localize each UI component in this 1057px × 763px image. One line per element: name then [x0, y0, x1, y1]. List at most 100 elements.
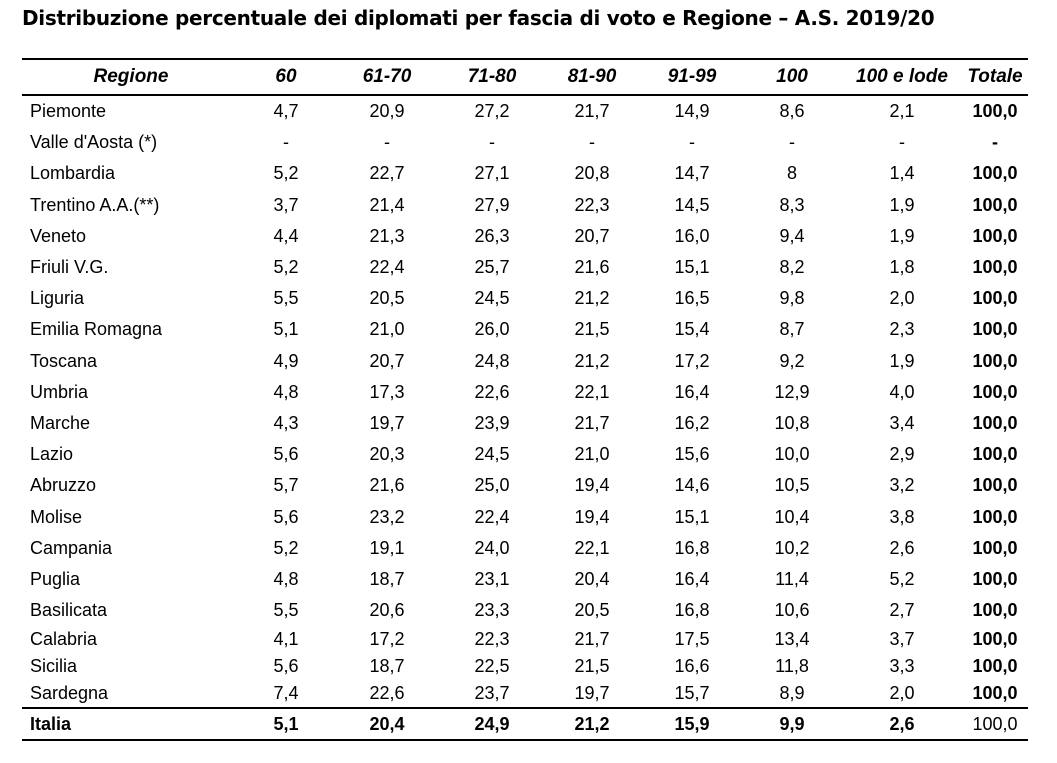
value-cell: 19,7: [574, 683, 610, 704]
value-cell: 20,8: [574, 163, 610, 184]
value-cell: 4,1: [273, 629, 299, 650]
col-header-100: 100: [776, 66, 808, 87]
total-cell: 20,4: [369, 713, 405, 734]
table-row: Lombardia 5,2 22,7 27,1 20,8 14,7 8 1,4 100,0: [22, 158, 1028, 189]
total-cell: 15,9: [674, 713, 710, 734]
totale-cell: 100,0: [972, 568, 1018, 589]
value-cell: -: [899, 132, 905, 153]
region-cell: Liguria: [30, 288, 85, 309]
value-cell: -: [384, 132, 390, 153]
value-cell: 22,3: [474, 629, 510, 650]
value-cell: 3,2: [889, 475, 915, 496]
value-cell: 15,7: [674, 683, 710, 704]
data-table: Regione 60 61-70 71-80 81-90 91-99 100 1…: [22, 58, 1028, 741]
table-row: Trentino A.A.(**) 3,7 21,4 27,9 22,3 14,5 8,3 1…: [22, 190, 1028, 221]
table-row: Piemonte 4,7 20,9 27,2 21,7 14,9 8,6 2,1 100,0: [22, 95, 1028, 127]
region-cell: Lazio: [30, 444, 74, 465]
value-cell: 3,8: [889, 506, 915, 527]
table-row: Molise 5,6 23,2 22,4 19,4 15,1 10,4 3,8 100,0: [22, 501, 1028, 532]
col-header-totale: Totale: [967, 66, 1023, 87]
value-cell: 18,7: [369, 656, 405, 677]
value-cell: 16,8: [674, 600, 710, 621]
value-cell: 20,7: [369, 350, 405, 371]
value-cell: 2,0: [889, 288, 915, 309]
value-cell: 20,9: [369, 101, 405, 122]
table-row: Liguria 5,5 20,5 24,5 21,2 16,5 9,8 2,0 100,0: [22, 283, 1028, 314]
region-cell: Abruzzo: [30, 475, 97, 496]
value-cell: 4,3: [273, 412, 299, 433]
value-cell: 20,7: [574, 225, 610, 246]
value-cell: 21,6: [369, 475, 405, 496]
value-cell: 20,4: [574, 568, 610, 589]
value-cell: 19,1: [369, 537, 405, 558]
region-cell: Toscana: [30, 350, 98, 371]
region-cell: Puglia: [30, 568, 81, 589]
col-header-60: 60: [275, 66, 297, 87]
table-row: Emilia Romagna 5,1 21,0 26,0 21,5 15,4 8,7 2,3 1…: [22, 314, 1028, 345]
value-cell: 21,0: [369, 319, 405, 340]
region-cell: Umbria: [30, 381, 89, 402]
value-cell: 17,5: [674, 629, 710, 650]
value-cell: 10,6: [774, 600, 810, 621]
value-cell: 1,9: [889, 350, 915, 371]
value-cell: 23,2: [369, 506, 405, 527]
value-cell: 14,9: [674, 101, 710, 122]
totale-cell: 100,0: [972, 381, 1018, 402]
value-cell: 16,4: [674, 568, 710, 589]
value-cell: 21,3: [369, 225, 405, 246]
table-row: Umbria 4,8 17,3 22,6 22,1 16,4 12,9 4,0 100,0: [22, 377, 1028, 408]
total-cell: 21,2: [574, 713, 610, 734]
total-cell: 9,9: [779, 713, 805, 734]
value-cell: -: [489, 132, 495, 153]
value-cell: -: [689, 132, 695, 153]
value-cell: 4,0: [889, 381, 915, 402]
value-cell: 5,2: [273, 537, 299, 558]
value-cell: 8: [786, 163, 797, 184]
value-cell: 17,2: [674, 350, 710, 371]
value-cell: 10,2: [774, 537, 810, 558]
value-cell: 22,5: [474, 656, 510, 677]
value-cell: 14,5: [674, 194, 710, 215]
table-row: Veneto 4,4 21,3 26,3 20,7 16,0 9,4 1,9 100,0: [22, 221, 1028, 252]
value-cell: 19,4: [574, 475, 610, 496]
region-cell: Sicilia: [30, 656, 78, 677]
value-cell: 5,6: [273, 444, 299, 465]
totale-cell: 100,0: [972, 506, 1018, 527]
value-cell: 13,4: [774, 629, 810, 650]
value-cell: 16,5: [674, 288, 710, 309]
value-cell: 3,7: [889, 629, 915, 650]
totale-cell: 100,0: [972, 656, 1018, 677]
value-cell: 15,1: [674, 506, 710, 527]
value-cell: 21,0: [574, 444, 610, 465]
value-cell: 5,2: [889, 568, 915, 589]
table-row: Calabria 4,1 17,2 22,3 21,7 17,5 13,4 3,7 100,0: [22, 626, 1028, 653]
col-header-100-e-lode: 100 e lode: [856, 66, 948, 87]
totale-cell: 100,0: [972, 537, 1018, 558]
totale-cell: 100,0: [972, 101, 1018, 122]
table-row: Sicilia 5,6 18,7 22,5 21,5 16,6 11,8 3,3 100,0: [22, 653, 1028, 680]
value-cell: 22,3: [574, 194, 610, 215]
totale-cell: 100,0: [972, 350, 1018, 371]
value-cell: 23,3: [474, 600, 510, 621]
col-header-regione: Regione: [93, 66, 169, 87]
value-cell: 25,0: [474, 475, 510, 496]
value-cell: 15,4: [674, 319, 710, 340]
value-cell: 9,2: [779, 350, 805, 371]
value-cell: 4,9: [273, 350, 299, 371]
table-body: Piemonte 4,7 20,9 27,2 21,7 14,9 8,6 2,1 100,0 Va…: [22, 95, 1028, 708]
value-cell: 5,6: [273, 506, 299, 527]
value-cell: 22,1: [574, 537, 610, 558]
value-cell: 11,8: [775, 656, 809, 677]
value-cell: 3,7: [273, 194, 299, 215]
value-cell: 22,6: [369, 683, 405, 704]
value-cell: 1,9: [889, 225, 915, 246]
region-cell: Piemonte: [30, 101, 107, 122]
region-cell: Campania: [30, 537, 113, 558]
total-cell: 100,0: [972, 713, 1018, 734]
table-row: Basilicata 5,5 20,6 23,3 20,5 16,8 10,6 2,7 100,…: [22, 595, 1028, 626]
value-cell: 4,8: [273, 381, 299, 402]
value-cell: 5,5: [273, 288, 299, 309]
value-cell: 21,7: [574, 629, 610, 650]
value-cell: 9,4: [779, 225, 805, 246]
value-cell: 16,4: [674, 381, 710, 402]
